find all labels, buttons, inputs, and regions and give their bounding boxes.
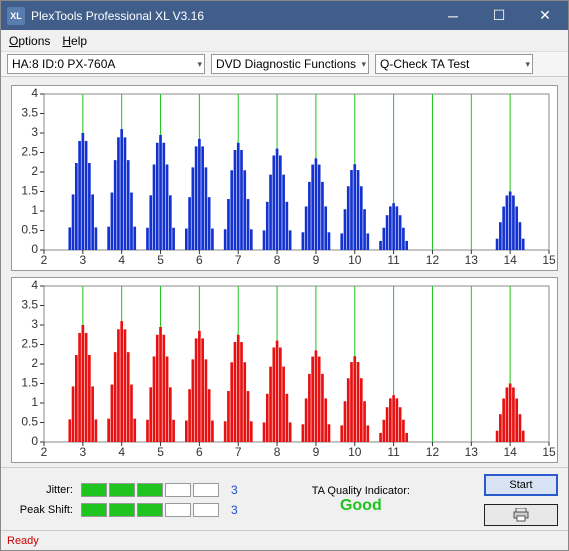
svg-text:3: 3: [31, 125, 38, 139]
svg-text:9: 9: [313, 445, 320, 459]
svg-text:9: 9: [313, 253, 320, 267]
svg-text:12: 12: [426, 445, 440, 459]
close-button[interactable]: ✕: [522, 1, 568, 30]
chart-top: 0 0.5 1 1.5 2 2.5 3 3.5 4 2 3 4 5 6 7 8 9 10 11 12 13 14 15: [11, 85, 558, 271]
svg-text:5: 5: [157, 253, 164, 267]
jitter-label: Jitter:: [11, 484, 73, 496]
jitter-row: Jitter: 3: [11, 483, 238, 497]
svg-text:3.5: 3.5: [21, 298, 38, 312]
meter-segment: [81, 483, 107, 497]
meter-segment: [109, 503, 135, 517]
toolbar: HA:8 ID:0 PX-760A▾ DVD Diagnostic Functi…: [1, 52, 568, 78]
actions: Start: [484, 474, 558, 526]
menu-help[interactable]: Help: [62, 34, 87, 48]
svg-text:2: 2: [31, 356, 38, 370]
printer-icon: [513, 508, 529, 522]
svg-text:4: 4: [31, 86, 38, 100]
svg-text:1.5: 1.5: [21, 376, 38, 390]
quality-value: Good: [254, 497, 468, 515]
svg-text:0.5: 0.5: [21, 223, 38, 237]
meter-segment: [193, 483, 219, 497]
svg-text:2: 2: [31, 164, 38, 178]
svg-text:3: 3: [80, 253, 87, 267]
mode-select[interactable]: DVD Diagnostic Functions▾: [211, 54, 369, 74]
svg-text:0.5: 0.5: [21, 415, 38, 429]
menu-options[interactable]: Options: [9, 34, 50, 48]
meter-segment: [193, 503, 219, 517]
svg-text:3.5: 3.5: [21, 106, 38, 120]
svg-text:4: 4: [118, 253, 125, 267]
svg-text:2: 2: [41, 253, 48, 267]
bottom-panel: Jitter: 3 Peak Shift: 3 TA Quality Indic…: [1, 467, 568, 530]
chevron-down-icon: ▾: [197, 59, 202, 70]
status-text: Ready: [7, 535, 39, 547]
chevron-down-icon: ▾: [361, 59, 366, 70]
svg-text:7: 7: [235, 253, 242, 267]
svg-text:11: 11: [387, 253, 400, 267]
print-button[interactable]: [484, 504, 558, 526]
svg-text:14: 14: [503, 445, 517, 459]
svg-text:15: 15: [542, 253, 556, 267]
svg-text:0: 0: [31, 242, 38, 256]
svg-text:15: 15: [542, 445, 556, 459]
chevron-down-icon: ▾: [525, 59, 530, 70]
svg-text:2: 2: [41, 445, 48, 459]
meters: Jitter: 3 Peak Shift: 3: [11, 483, 238, 517]
jitter-meter: [81, 483, 219, 497]
meter-segment: [81, 503, 107, 517]
test-select[interactable]: Q-Check TA Test▾: [375, 54, 533, 74]
window-controls: ─ ☐ ✕: [430, 1, 568, 30]
svg-text:6: 6: [196, 253, 203, 267]
peak-meter: [81, 503, 219, 517]
svg-text:2.5: 2.5: [21, 337, 38, 351]
svg-text:4: 4: [118, 445, 125, 459]
peak-value: 3: [231, 503, 238, 517]
window-title: PlexTools Professional XL V3.16: [31, 9, 430, 23]
meter-segment: [165, 483, 191, 497]
svg-text:12: 12: [426, 253, 440, 267]
svg-text:5: 5: [157, 445, 164, 459]
minimize-button[interactable]: ─: [430, 1, 476, 30]
svg-text:11: 11: [387, 445, 400, 459]
peak-label: Peak Shift:: [11, 504, 73, 516]
start-button[interactable]: Start: [484, 474, 558, 496]
chart-bottom: 0 0.5 1 1.5 2 2.5 3 3.5 4 2 3 4 5 6 7 8 9 10 11 12 13 14 15: [11, 277, 558, 463]
svg-text:8: 8: [274, 445, 281, 459]
svg-text:3: 3: [31, 317, 38, 331]
drive-select[interactable]: HA:8 ID:0 PX-760A▾: [7, 54, 205, 74]
svg-text:1: 1: [31, 203, 38, 217]
svg-text:1: 1: [31, 395, 38, 409]
meter-segment: [137, 503, 163, 517]
svg-text:6: 6: [196, 445, 203, 459]
svg-text:1.5: 1.5: [21, 184, 38, 198]
meter-segment: [109, 483, 135, 497]
meter-segment: [165, 503, 191, 517]
meter-segment: [137, 483, 163, 497]
statusbar: Ready: [1, 530, 568, 550]
svg-text:10: 10: [348, 253, 362, 267]
svg-text:2.5: 2.5: [21, 145, 38, 159]
svg-text:7: 7: [235, 445, 242, 459]
charts-area: 00.511.522.533.5423456789101112131415 00…: [1, 77, 568, 467]
svg-text:10: 10: [348, 445, 362, 459]
svg-text:4: 4: [31, 278, 38, 292]
svg-text:0: 0: [31, 434, 38, 448]
menubar: Options Help: [1, 30, 568, 52]
svg-text:14: 14: [503, 253, 517, 267]
quality-label: TA Quality Indicator:: [254, 485, 468, 497]
jitter-value: 3: [231, 483, 238, 497]
peak-row: Peak Shift: 3: [11, 503, 238, 517]
svg-text:8: 8: [274, 253, 281, 267]
titlebar: XL PlexTools Professional XL V3.16 ─ ☐ ✕: [1, 1, 568, 30]
quality-indicator: TA Quality Indicator: Good: [254, 485, 468, 515]
app-logo: XL: [7, 7, 25, 25]
svg-text:13: 13: [465, 253, 479, 267]
svg-text:3: 3: [80, 445, 87, 459]
maximize-button[interactable]: ☐: [476, 1, 522, 30]
svg-text:13: 13: [465, 445, 479, 459]
